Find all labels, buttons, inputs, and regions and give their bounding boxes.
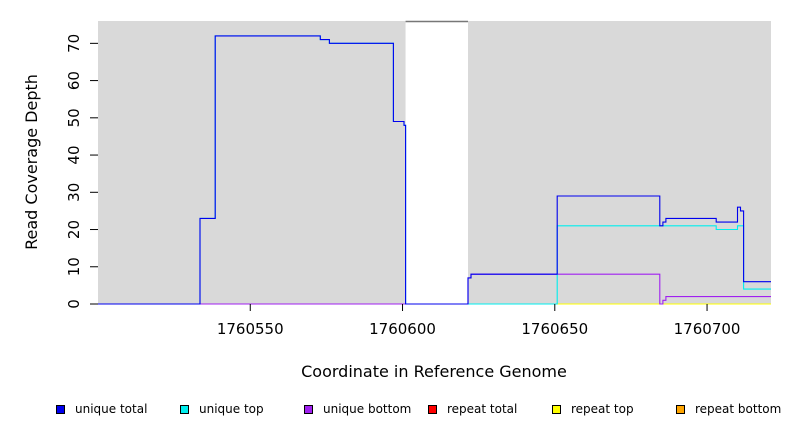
legend-swatch-repeat-top	[552, 404, 561, 414]
legend-item-unique-top: unique top	[180, 400, 264, 418]
plot-axes: 0 10 20 30 40 50 60 70 1760550 1760600 1760650 1760…	[65, 34, 740, 338]
y-tick-label-40: 40	[65, 146, 83, 165]
coverage-chart: 0 10 20 30 40 50 60 70 1760550 1760600 1760650 1760…	[22, 20, 771, 381]
plot-series	[98, 35, 771, 305]
legend-label-repeat-bottom: repeat bottom	[695, 402, 782, 416]
y-tick-label-50: 50	[65, 108, 83, 127]
series-line-unique-total	[98, 35, 771, 305]
y-axis-label: Read Coverage Depth	[22, 74, 41, 250]
y-tick-label-70: 70	[65, 34, 83, 53]
y-tick-label-30: 30	[65, 183, 83, 202]
legend-item-repeat-bottom: repeat bottom	[676, 400, 781, 418]
legend-label-unique-total: unique total	[75, 402, 148, 416]
legend-label-unique-top: unique top	[199, 402, 264, 416]
legend-swatch-unique-bottom	[304, 404, 313, 414]
legend-swatch-repeat-total	[428, 404, 437, 414]
chart-legend: unique total unique top unique bottom repea…	[0, 400, 792, 418]
x-tick-label-1760600: 1760600	[369, 320, 436, 338]
legend-item-repeat-top: repeat top	[552, 400, 634, 418]
y-tick-label-0: 0	[65, 299, 83, 309]
y-tick-label-60: 60	[65, 71, 83, 90]
legend-item-unique-bottom: unique bottom	[304, 400, 411, 418]
legend-label-repeat-total: repeat total	[447, 402, 518, 416]
x-tick-label-1760650: 1760650	[521, 320, 588, 338]
shaded-region-0	[98, 21, 406, 304]
legend-label-repeat-top: repeat top	[571, 402, 634, 416]
y-tick-label-10: 10	[65, 257, 83, 276]
shaded-region-1	[467, 21, 771, 304]
legend-swatch-repeat-bottom	[676, 404, 685, 414]
legend-label-unique-bottom: unique bottom	[323, 402, 412, 416]
x-axis-label: Coordinate in Reference Genome	[301, 362, 567, 381]
legend-swatch-unique-top	[180, 404, 189, 414]
legend-item-unique-total: unique total	[56, 400, 147, 418]
x-tick-label-1760550: 1760550	[217, 320, 284, 338]
y-tick-label-20: 20	[65, 220, 83, 239]
plot-background	[98, 20, 771, 304]
legend-swatch-unique-total	[56, 404, 65, 414]
x-tick-label-1760700: 1760700	[674, 320, 741, 338]
legend-item-repeat-total: repeat total	[428, 400, 517, 418]
